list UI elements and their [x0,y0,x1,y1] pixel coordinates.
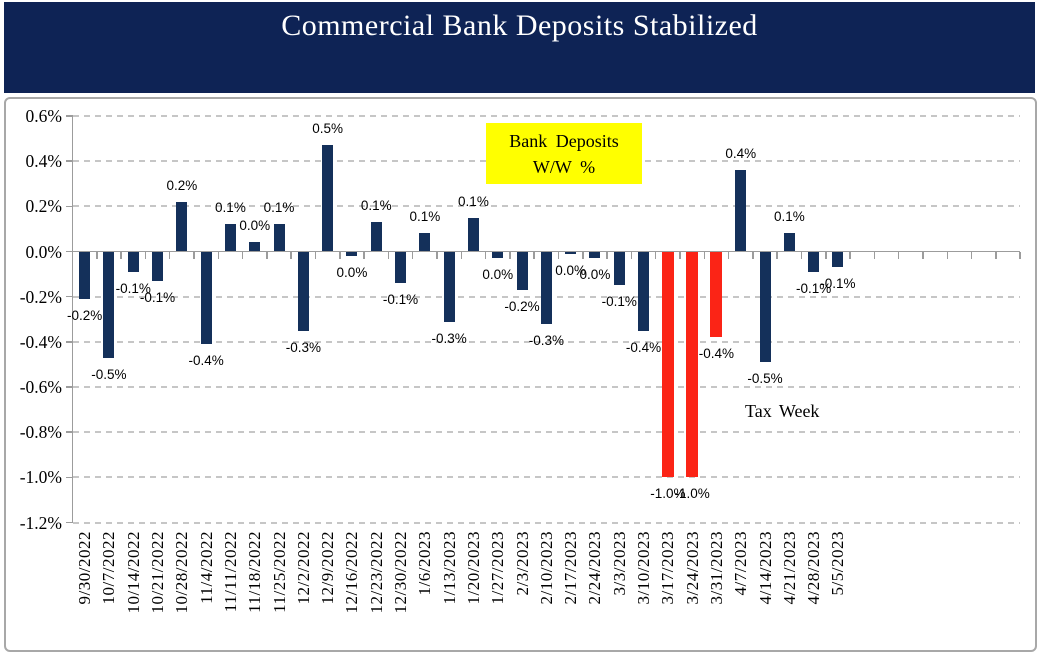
page-title: Commercial Bank Deposits Stabilized [281,9,758,42]
chart-title-band: Commercial Bank Deposits Stabilized [4,2,1035,93]
chart-frame [4,97,1037,652]
callout-line-2: W/W % [532,157,596,177]
callout-line-1: Bank Deposits [509,131,619,151]
tax-week-label: Tax Week [745,401,820,421]
callout-bank-deposits: Bank Deposits W/W % [486,123,642,184]
